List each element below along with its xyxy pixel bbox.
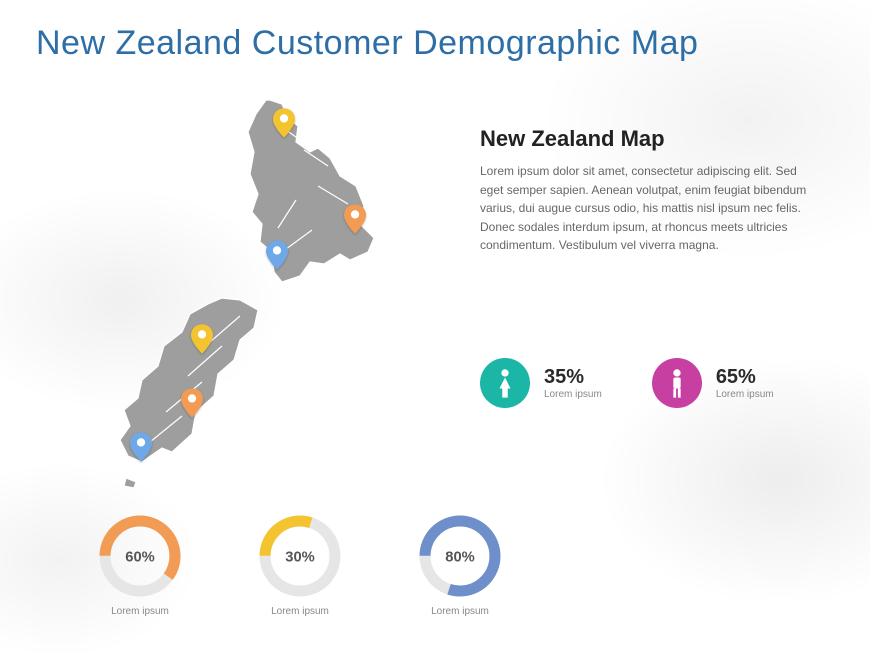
donut-percent: 60% <box>125 550 154 566</box>
map-pin-wellington <box>266 240 288 270</box>
demographic-percent: 65% <box>716 366 774 389</box>
donut-row: 60% Lorem ipsum 30% Lorem ipsum 80% Lore… <box>90 510 510 617</box>
nz-map-container <box>90 90 430 490</box>
map-pin-auckland-e <box>344 204 366 234</box>
demographic-label: Lorem ipsum <box>544 389 602 400</box>
map-pin-west-coast <box>191 324 213 354</box>
map-pin-northland <box>273 108 295 138</box>
donut-svg: 80% <box>414 510 506 602</box>
donut-chart: 30% Lorem ipsum <box>250 510 350 617</box>
slide-title: New Zealand Customer Demographic Map <box>36 24 698 63</box>
description-body: Lorem ipsum dolor sit amet, consectetur … <box>480 162 820 255</box>
female-icon <box>480 358 530 408</box>
donut-svg: 30% <box>254 510 346 602</box>
donut-chart: 60% Lorem ipsum <box>90 510 190 617</box>
map-pin-canterbury <box>181 388 203 418</box>
demographic-text: 65% Lorem ipsum <box>716 366 774 400</box>
donut-label: Lorem ipsum <box>410 606 510 617</box>
demographic-item: 35% Lorem ipsum <box>480 358 602 408</box>
description-block: New Zealand Map Lorem ipsum dolor sit am… <box>480 126 820 255</box>
donut-percent: 80% <box>445 550 474 566</box>
description-heading: New Zealand Map <box>480 126 820 152</box>
demographic-stats: 35% Lorem ipsum 65% Lorem ipsum <box>480 358 774 408</box>
donut-percent: 30% <box>285 550 314 566</box>
demographic-percent: 35% <box>544 366 602 389</box>
donut-chart: 80% Lorem ipsum <box>410 510 510 617</box>
donut-label: Lorem ipsum <box>90 606 190 617</box>
donut-svg: 60% <box>94 510 186 602</box>
donut-label: Lorem ipsum <box>250 606 350 617</box>
demographic-text: 35% Lorem ipsum <box>544 366 602 400</box>
nz-map-svg <box>90 90 430 490</box>
demographic-label: Lorem ipsum <box>716 389 774 400</box>
male-icon <box>652 358 702 408</box>
map-pin-southland <box>130 432 152 462</box>
demographic-item: 65% Lorem ipsum <box>652 358 774 408</box>
